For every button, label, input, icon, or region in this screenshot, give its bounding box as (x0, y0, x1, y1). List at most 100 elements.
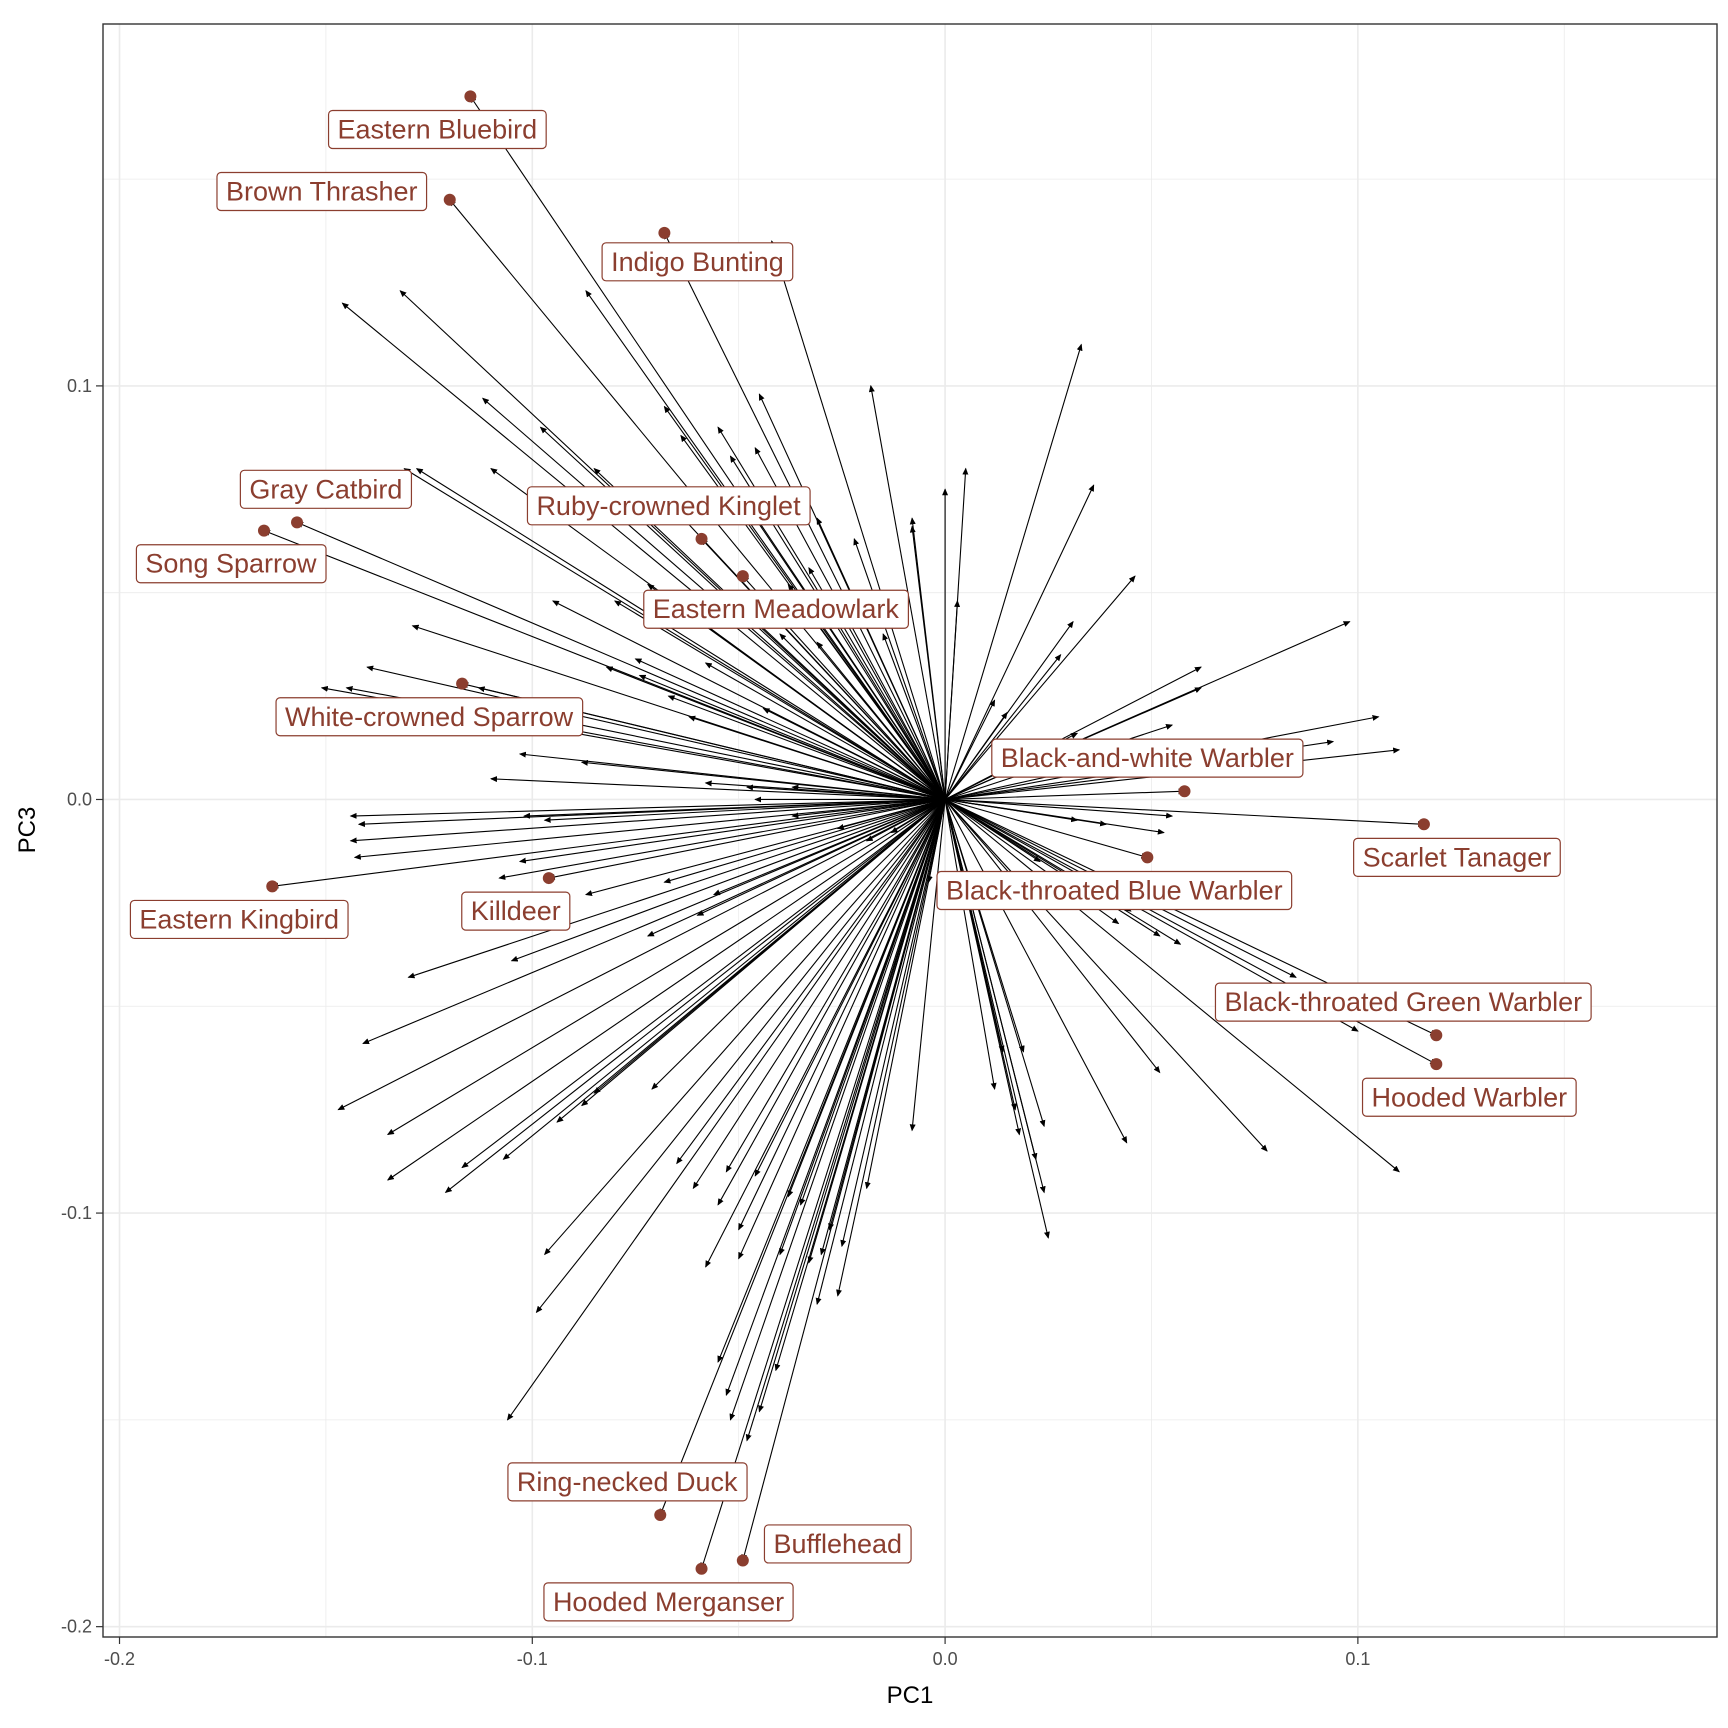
score-point (542, 872, 555, 885)
point-label: Ruby-crowned Kinglet (526, 486, 811, 526)
loading-arrow (506, 799, 946, 1421)
loading-arrow (518, 798, 946, 864)
loading-arrow (560, 719, 946, 801)
point-label: Killdeer (461, 891, 571, 931)
loading-arrow (758, 799, 946, 1413)
label-box (275, 697, 584, 737)
loading-arrow (882, 633, 946, 800)
score-point (266, 880, 279, 893)
loading-arrow (944, 484, 1095, 800)
label-text: Indigo Bunting (611, 247, 784, 277)
loading-arrow (945, 798, 1174, 819)
loading-arrow (738, 799, 946, 1260)
loading-arrow (717, 799, 946, 1206)
loading-arrow (688, 715, 946, 801)
label-text: Hooded Merganser (553, 1587, 784, 1617)
loading-arrow (705, 799, 946, 1268)
loading-arrow (543, 798, 946, 823)
loading-arrow (944, 666, 1202, 800)
loading-arrow (944, 343, 1083, 800)
loading-arrow (779, 633, 946, 800)
loading-arrow (944, 599, 961, 800)
loading-arrow (864, 799, 946, 1190)
loading-arrow (944, 799, 1400, 1173)
x-tick-label: -0.1 (517, 1649, 548, 1669)
loading-arrow (828, 799, 946, 1231)
label-box (135, 544, 327, 584)
loading-arrow (944, 799, 1046, 1128)
loading-arrow (840, 799, 946, 1248)
label-text: Black-throated Blue Warbler (946, 875, 1283, 905)
y-tick-label: 0.1 (67, 376, 92, 396)
loading-arrow (544, 799, 946, 1256)
loading-arrow (523, 798, 946, 819)
point-label: Eastern Bluebird (327, 109, 547, 150)
loading-arrow (944, 699, 996, 800)
loading-arrow (815, 799, 946, 1306)
loading-arrow (535, 799, 946, 1314)
loading-arrow (341, 302, 946, 800)
point-label: Indigo Bunting (601, 242, 794, 282)
loading-arrow (638, 674, 946, 800)
loading-arrow (663, 798, 946, 884)
label-box (216, 171, 428, 212)
loading-arrow (944, 575, 1136, 800)
loading-arrow (725, 799, 946, 1173)
point-label: Bufflehead (763, 1524, 912, 1564)
loading-arrow (605, 666, 946, 800)
x-tick-label: 0.0 (933, 1649, 958, 1669)
label-box (526, 486, 811, 526)
label-text: Eastern Bluebird (338, 114, 538, 144)
loading-arrow (593, 799, 946, 1094)
score-point (1417, 818, 1430, 831)
loading-arrow (750, 509, 946, 800)
label-box (936, 870, 1293, 911)
loading-arrow (676, 799, 946, 1165)
score-point (654, 1508, 667, 1521)
loading-arrow (944, 799, 1128, 1144)
label-box (643, 589, 909, 629)
axes: -0.2 -0.1 0.0 0.1 -0.2 -0.1 0.0 0.1 (61, 376, 1370, 1669)
label-text: White-crowned Sparrow (285, 702, 574, 732)
label-box (601, 242, 794, 282)
point-label: White-crowned Sparrow (275, 697, 584, 737)
loading-arrow (944, 799, 1161, 1074)
score-point (736, 1554, 749, 1567)
grid-lines (103, 24, 1717, 1637)
loading-arrow (762, 707, 946, 800)
loading-arrow (547, 798, 946, 880)
loading-arrow (944, 799, 1041, 863)
loading-arrow (271, 798, 946, 889)
y-tick-label: 0.0 (67, 789, 92, 809)
loading-arrow (634, 658, 946, 800)
label-box (1353, 837, 1561, 877)
label-text: Hooded Warbler (1372, 1082, 1568, 1112)
point-label: Hooded Merganser (543, 1582, 794, 1622)
loading-arrow (362, 798, 946, 1045)
loading-arrow (700, 799, 946, 1570)
loading-arrow (791, 784, 946, 801)
label-box (763, 1524, 912, 1564)
point-label: Gray Catbird (239, 469, 413, 509)
loading-arrow (717, 799, 946, 1363)
x-axis-title: PC1 (887, 1682, 934, 1709)
label-text: Bufflehead (773, 1529, 902, 1559)
loading-arrow (944, 799, 1268, 1152)
y-tick-label: -0.1 (61, 1203, 92, 1223)
loading-arrow (337, 798, 946, 1111)
loading-arrow (407, 798, 946, 979)
label-text: Gray Catbird (249, 474, 402, 504)
loading-arrow (386, 799, 946, 1136)
panel-border (102, 23, 1718, 1638)
panel-background (103, 24, 1717, 1637)
score-points (257, 90, 1443, 1575)
label-box (507, 1462, 748, 1502)
loading-arrow (745, 799, 946, 1442)
score-point (736, 570, 749, 583)
label-box (1361, 1077, 1577, 1117)
loading-arrow (945, 798, 1165, 835)
point-label: Scarlet Tanager (1353, 837, 1561, 877)
label-box (991, 738, 1304, 778)
loading-arrow (729, 799, 946, 1421)
